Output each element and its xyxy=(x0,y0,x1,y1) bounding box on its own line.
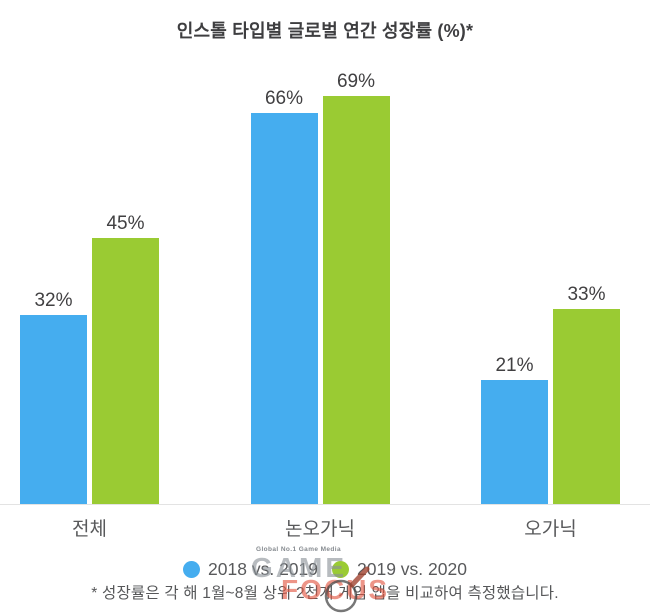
bar-wrap-blue-2: 21% xyxy=(481,60,548,504)
bar-green-0 xyxy=(92,237,159,504)
legend-label-2018-2019: 2018 vs. 2019 xyxy=(208,559,318,579)
bar-blue-1 xyxy=(250,113,318,504)
bar-wrap-blue-1: 66% xyxy=(250,60,318,504)
watermark-tagline: Global No.1 Game Media xyxy=(256,546,342,553)
bar-group-0: 32% 45% 전체 xyxy=(20,60,159,540)
plot-area: 32% 45% 전체 66% 69% 논오가닉 21% 33% 오가닉 xyxy=(0,60,650,540)
legend-item-2019-2020: 2019 vs. 2020 xyxy=(332,559,467,580)
bar-wrap-green-1: 69% xyxy=(322,60,390,504)
legend-label-2019-2020: 2019 vs. 2020 xyxy=(357,559,467,579)
bar-value-label: 33% xyxy=(567,283,606,305)
bar-group-2: 21% 33% 오가닉 xyxy=(481,60,620,540)
bar-wrap-green-0: 45% xyxy=(92,60,159,504)
category-label: 오가닉 xyxy=(524,519,577,540)
legend-item-2018-2019: 2018 vs. 2019 xyxy=(183,559,318,580)
bar-blue-0 xyxy=(20,314,87,504)
legend-dot-blue-icon xyxy=(183,561,201,578)
bar-value-label: 21% xyxy=(495,354,534,376)
bar-wrap-green-2: 33% xyxy=(553,60,620,504)
category-label: 논오가닉 xyxy=(285,519,355,540)
bar-green-1 xyxy=(322,95,390,504)
footnote: * 성장률은 각 해 1월~8월 상위 2천개 게임 앱을 비교하여 측정했습니… xyxy=(91,585,559,602)
bar-green-2 xyxy=(553,308,620,504)
legend: 2018 vs. 2019 2019 vs. 2020 xyxy=(0,559,650,580)
bar-value-label: 32% xyxy=(34,289,73,311)
bar-group-1: 66% 69% 논오가닉 xyxy=(250,60,390,540)
chart-title: 인스톨 타입별 글로벌 연간 성장률 (%)* xyxy=(176,21,474,41)
bar-value-label: 66% xyxy=(264,88,304,110)
category-label: 전체 xyxy=(72,519,107,540)
bar-blue-2 xyxy=(481,379,548,504)
legend-dot-green-icon xyxy=(332,561,349,578)
bar-value-label: 45% xyxy=(106,212,145,234)
bar-wrap-blue-0: 32% xyxy=(20,60,87,504)
bar-value-label: 69% xyxy=(336,70,376,92)
